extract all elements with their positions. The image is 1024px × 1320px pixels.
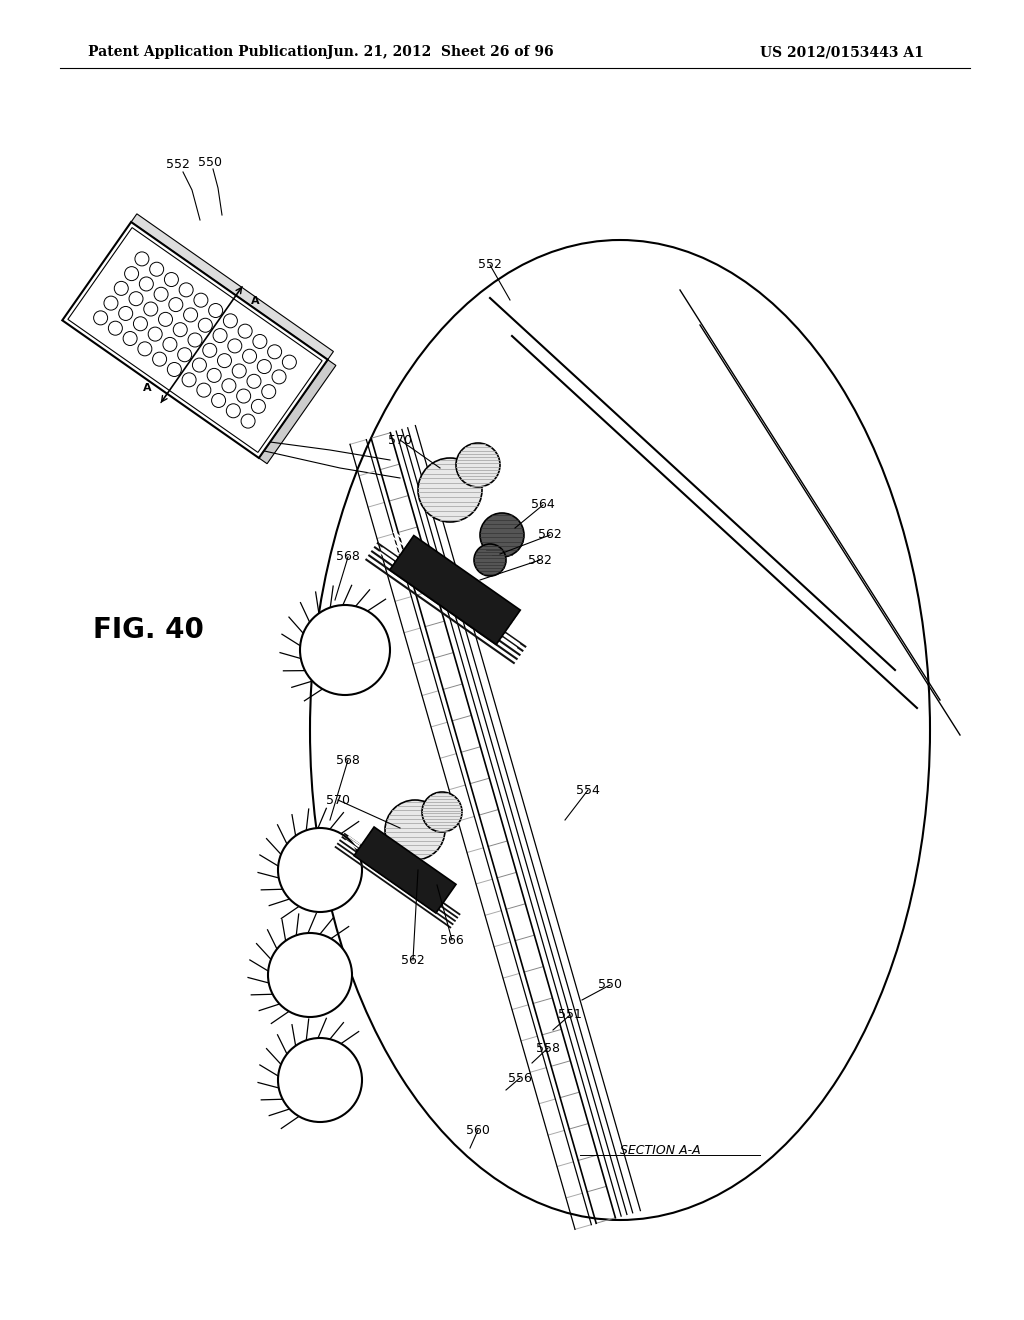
Text: 568: 568 — [336, 754, 360, 767]
Text: A: A — [143, 383, 152, 393]
Text: 570: 570 — [388, 433, 412, 446]
Circle shape — [480, 513, 524, 557]
Text: 568: 568 — [336, 550, 360, 564]
Text: 552: 552 — [478, 259, 502, 272]
Text: 550: 550 — [198, 156, 222, 169]
Text: 562: 562 — [539, 528, 562, 541]
Text: FIG. 40: FIG. 40 — [92, 616, 204, 644]
Circle shape — [422, 792, 462, 832]
Polygon shape — [354, 828, 456, 913]
Polygon shape — [62, 222, 328, 458]
Polygon shape — [68, 227, 323, 453]
Text: 562: 562 — [401, 953, 425, 966]
Text: US 2012/0153443 A1: US 2012/0153443 A1 — [760, 45, 924, 59]
Circle shape — [278, 1038, 362, 1122]
Text: 552: 552 — [166, 158, 189, 172]
Circle shape — [385, 800, 445, 861]
Polygon shape — [390, 536, 520, 644]
Text: 570: 570 — [326, 793, 350, 807]
Text: Jun. 21, 2012  Sheet 26 of 96: Jun. 21, 2012 Sheet 26 of 96 — [327, 45, 553, 59]
Polygon shape — [259, 359, 336, 463]
Text: 560: 560 — [466, 1123, 489, 1137]
Text: 550: 550 — [598, 978, 622, 991]
Circle shape — [474, 544, 506, 576]
Circle shape — [300, 605, 390, 696]
Text: 582: 582 — [528, 553, 552, 566]
Text: 566: 566 — [440, 933, 464, 946]
Text: A: A — [251, 296, 260, 306]
Text: 554: 554 — [577, 784, 600, 796]
Text: Patent Application Publication: Patent Application Publication — [88, 45, 328, 59]
Circle shape — [456, 444, 500, 487]
Text: SECTION A-A: SECTION A-A — [620, 1143, 700, 1156]
Polygon shape — [131, 214, 334, 359]
Text: 551: 551 — [558, 1008, 582, 1022]
Text: 558: 558 — [536, 1041, 560, 1055]
Text: 556: 556 — [508, 1072, 531, 1085]
Circle shape — [278, 828, 362, 912]
Circle shape — [418, 458, 482, 521]
Circle shape — [268, 933, 352, 1016]
Text: 564: 564 — [531, 499, 555, 511]
